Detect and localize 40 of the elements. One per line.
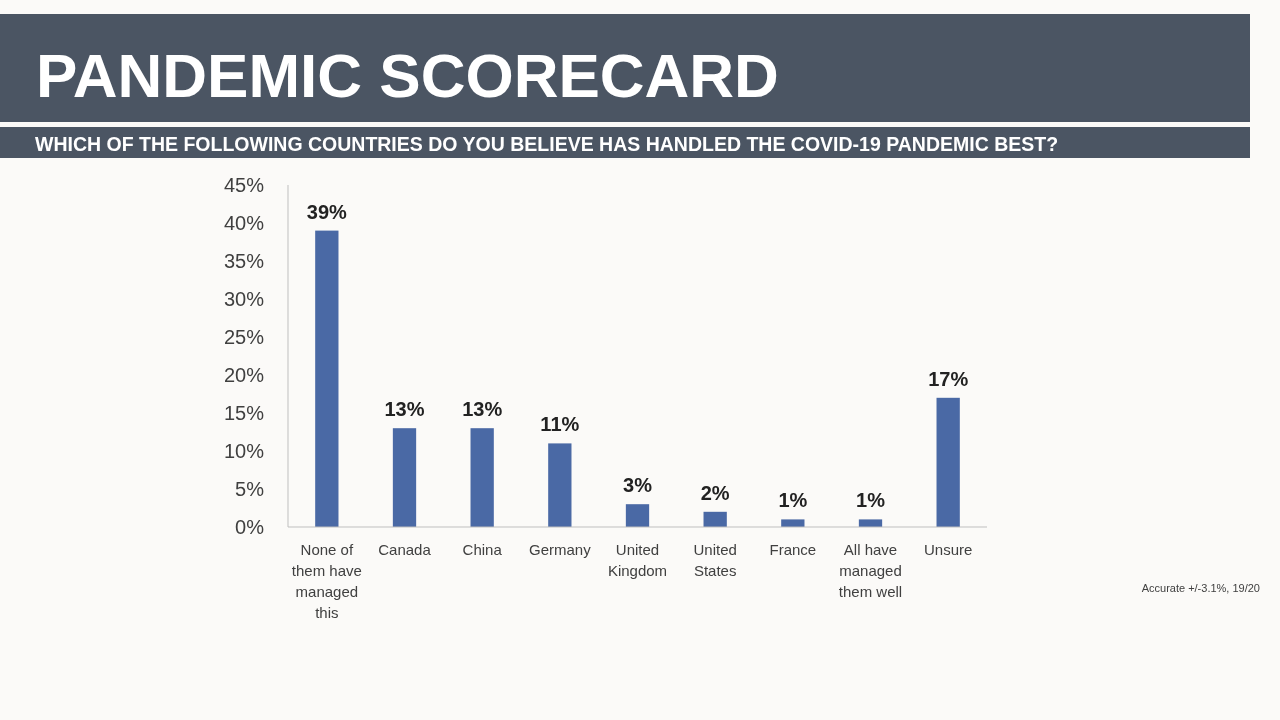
y-tick-label: 15% [223, 402, 265, 424]
bar [703, 511, 727, 527]
y-tick-label: 25% [223, 326, 265, 348]
data-label: 3% [623, 474, 653, 497]
bar [936, 397, 960, 527]
y-tick-label: 10% [223, 440, 265, 462]
data-label: 17% [928, 367, 969, 390]
y-tick-label: 5% [235, 478, 265, 500]
chart-title: PANDEMIC SCORECARD [36, 41, 779, 110]
y-tick-label: 35% [223, 250, 265, 272]
y-tick-label: 0% [235, 516, 265, 538]
x-tick-label: None of them have managed this [291, 541, 362, 621]
data-label: 11% [540, 413, 580, 436]
x-tick-label: Germany [528, 541, 592, 558]
bar [781, 519, 805, 527]
data-label: 13% [462, 398, 503, 421]
y-tick-label: 20% [223, 364, 265, 386]
bar [315, 230, 339, 527]
y-tick-label: 40% [223, 212, 265, 234]
bar [392, 428, 417, 527]
chart-subtitle: WHICH OF THE FOLLOWING COUNTRIES DO YOU BELIEVE HAS HANDLED THE COVID-19 PANDEMIC BEST? [35, 133, 1059, 155]
x-tick-label: United Kingdom [607, 541, 668, 579]
data-label: 2% [700, 481, 730, 504]
x-tick-label: China [462, 541, 503, 558]
x-tick-label: All have managed them well [838, 541, 903, 600]
bar [470, 428, 494, 527]
bar [858, 519, 883, 527]
x-tick-label: Canada [378, 541, 432, 558]
x-tick-label: United States [693, 541, 737, 579]
data-label: 13% [384, 398, 425, 421]
x-tick-label: Unsure [923, 541, 973, 558]
x-tick-label: France [769, 541, 817, 558]
text: Accurate +/-3.1%, 19/20 [1141, 582, 1260, 594]
data-label: 1% [778, 489, 808, 512]
bar [625, 504, 650, 527]
y-tick-label: 45% [223, 174, 265, 196]
bar [548, 443, 572, 527]
data-label: 1% [856, 489, 886, 512]
data-label: 39% [306, 200, 348, 223]
y-tick-label: 30% [223, 288, 265, 310]
